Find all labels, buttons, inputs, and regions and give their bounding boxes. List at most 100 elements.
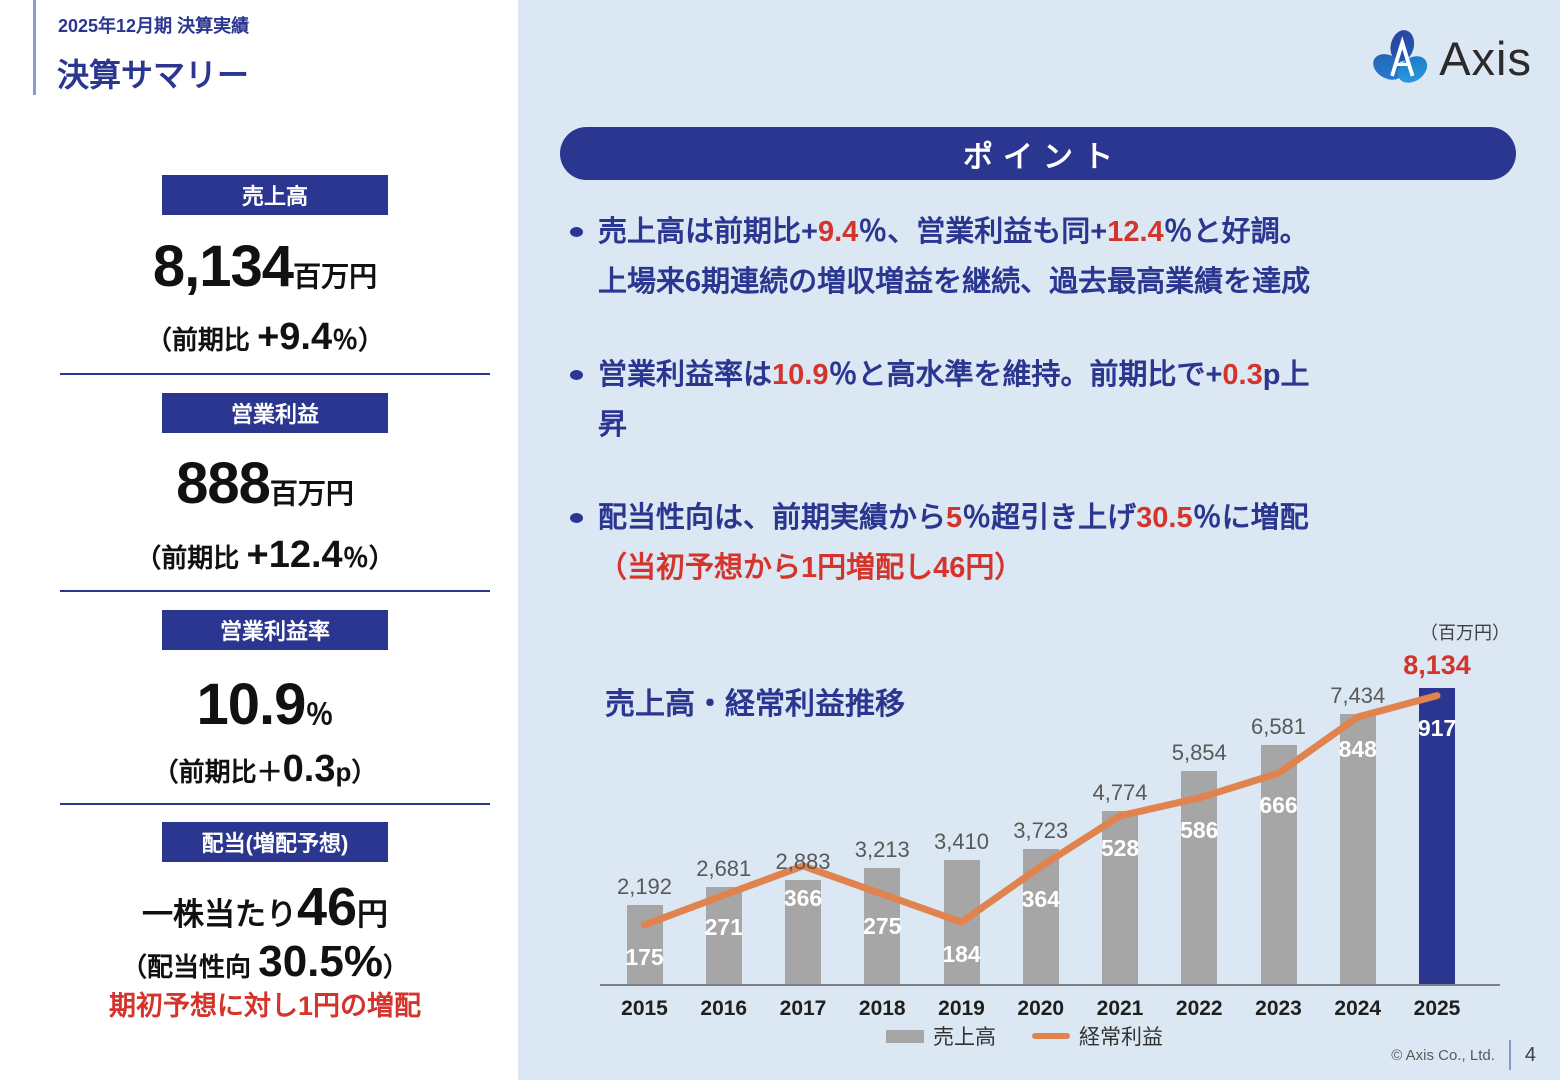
bullet-line: 上場来6期連続の増収増益を継続、過去最高業績を達成 [598,257,1514,307]
bullet-line: 配当性向は、前期実績から5％超引き上げ30.5％に増配 [598,493,1514,543]
metric-badge-0: 売上高 [162,175,388,215]
metric-badge-3: 配当(増配予想) [162,822,388,862]
bullet-text-segment: 9.4 [817,216,859,248]
metric-value-segment: 百万円 [269,478,354,509]
bar-value-label-2018: 3,213 [854,836,910,862]
line-value-label-2016: 271 [704,914,743,941]
bullet-text-segment: ％と好調。 [1163,216,1309,248]
year-label-2015: 2015 [621,997,668,1020]
chart-title: 売上高・経常利益推移 [605,688,905,721]
line-value-label-2017: 366 [783,884,823,911]
bullet-line: 営業利益率は10.9％と高水準を維持。前期比で+0.3p上 [598,350,1514,400]
metric-value-segment: 888 [176,451,271,516]
year-label-2022: 2022 [1175,997,1223,1020]
bullet-text-segment: ％、営業利益も同+ [858,216,1108,248]
line-value-label-2021: 528 [1100,834,1140,861]
bullet-text-segment: 上場来6期連続の増収増益を継続、過去最高業績を達成 [598,266,1311,298]
bar-value-label-2024: 7,434 [1330,682,1386,708]
chart-unit-label: （百万円） [1420,623,1510,643]
metric-badge-1: 営業利益 [162,393,388,433]
line-value-label-2025: 917 [1417,714,1457,741]
bullet-text-segment: 昇 [598,409,628,441]
metric-note-1: （前期比 +12.4％） [40,536,490,574]
kpi-sidebar: 2025年12月期 決算実績 決算サマリー 売上高 8,134百万円 （前期比 +9… [0,0,518,1080]
metric-note-segment: 30.5% [258,937,383,986]
bullet-text-segment: 12.4 [1107,216,1164,248]
metric-note-segment: +9.4 [257,316,333,358]
metric-note-segment: （前期比 [135,543,247,573]
metric-badge-2: 営業利益率 [162,610,388,650]
bullet-text-segment: 売上高は前期比+ [598,216,818,248]
metric-value-segment: ％ [305,699,334,730]
metric-divider [60,590,490,592]
bullet-text-segment: p上 [1262,359,1310,391]
bullet-text-segment: 営業利益率は [598,359,773,391]
year-label-2016: 2016 [700,997,748,1020]
metric-note-3: （配当性向 30.5%） [40,940,490,984]
bullet-text-segment: 5 [946,502,963,534]
bar-value-label-2023: 6,581 [1250,713,1307,739]
line-value-label-2023: 666 [1259,792,1298,819]
axis-logo-icon [1373,30,1428,83]
bar-2020 [1022,849,1059,985]
metric-note-segment: ％） [332,325,385,355]
metric-note-segment: p） [335,757,378,787]
line-value-label-2020: 364 [1021,885,1060,912]
line-value-label-2022: 586 [1180,816,1219,843]
bullet-line: 売上高は前期比+9.4％、営業利益も同+12.4％と好調。 [598,207,1514,257]
line-value-label-2015: 175 [625,943,664,970]
metric-value-0: 8,134百万円 [40,238,490,296]
year-label-2017: 2017 [779,997,827,1020]
year-label-2019: 2019 [938,997,985,1020]
revenue-profit-chart: （百万円） 売上高・経常利益推移 2,192 175 2015 2,681 271 201… [595,615,1510,1060]
metric-divider [60,803,490,805]
metric-note-segment: （前期比 [145,325,258,355]
legend-item-revenue: 売上高 [886,1021,996,1051]
metric-value-segment: 百万円 [293,261,378,292]
legend-item-ordinary-profit: 経常利益 [1032,1021,1163,1051]
content-panel: Axis ポイント 売上高は前期比+9.4％、営業利益も同+12.4％と好調。上… [518,0,1560,1080]
bullet-dot-icon [570,513,583,523]
points-bullet-list: 売上高は前期比+9.4％、営業利益も同+12.4％と好調。上場来6期連続の増収増… [568,207,1514,636]
page-title: 決算サマリー [57,57,250,93]
bullet-text-segment: ％に増配 [1192,502,1309,534]
year-label-2018: 2018 [858,997,906,1020]
point-bullet-2: 営業利益率は10.9％と高水準を維持。前期比で+0.3p上昇 [568,350,1514,450]
title-accent-line [33,0,36,95]
line-value-label-2024: 848 [1338,735,1377,762]
bar-swatch-icon [886,1029,924,1043]
bar-value-label-2025: 8,134 [1403,650,1471,680]
bullet-dot-icon [570,227,583,237]
year-label-2024: 2024 [1334,997,1382,1020]
metric-note-segment: ） [382,952,409,982]
bar-2023 [1260,744,1297,985]
year-label-2020: 2020 [1017,997,1065,1020]
metric-extra-note: 期初予想に対し1円の増配 [108,991,421,1021]
metric-value-segment: 一株当たり [141,897,297,932]
points-banner: ポイント [560,127,1516,180]
point-bullet-1: 売上高は前期比+9.4％、営業利益も同+12.4％と好調。上場来6期連続の増収増… [568,207,1514,307]
page-number: 4 [1524,1043,1536,1066]
slide-footer: © Axis Co., Ltd. 4 [1391,1040,1536,1070]
year-label-2025: 2025 [1413,997,1461,1020]
metric-value-segment: 円 [357,897,389,932]
metric-value-3: 一株当たり46円 [40,880,490,934]
metric-note-2: （前期比＋0.3p） [40,750,490,788]
bullet-text-segment: 配当性向は、前期実績から [598,502,947,534]
metric-value-segment: 8,134 [152,234,294,299]
bullet-text-segment: 10.9 [772,359,829,391]
metric-note-segment: 0.3 [282,748,336,790]
bar-value-label-2021: 4,774 [1092,779,1148,805]
bullet-line: 昇 [598,400,1514,450]
metric-value-1: 888百万円 [40,455,490,513]
bar-value-label-2016: 2,681 [696,856,752,882]
bar-value-label-2022: 5,854 [1171,740,1227,766]
legend-label-revenue: 売上高 [933,1026,996,1049]
metric-note-segment: +12.4 [246,534,343,576]
bullet-text-segment: 0.3 [1222,359,1263,391]
metric-value-segment: 46 [296,877,358,937]
bullet-text-segment: （当初予想から1円増配し46円） [598,552,1024,584]
bullet-line: （当初予想から1円増配し46円） [598,543,1514,593]
bar-value-label-2019: 3,410 [933,829,990,855]
